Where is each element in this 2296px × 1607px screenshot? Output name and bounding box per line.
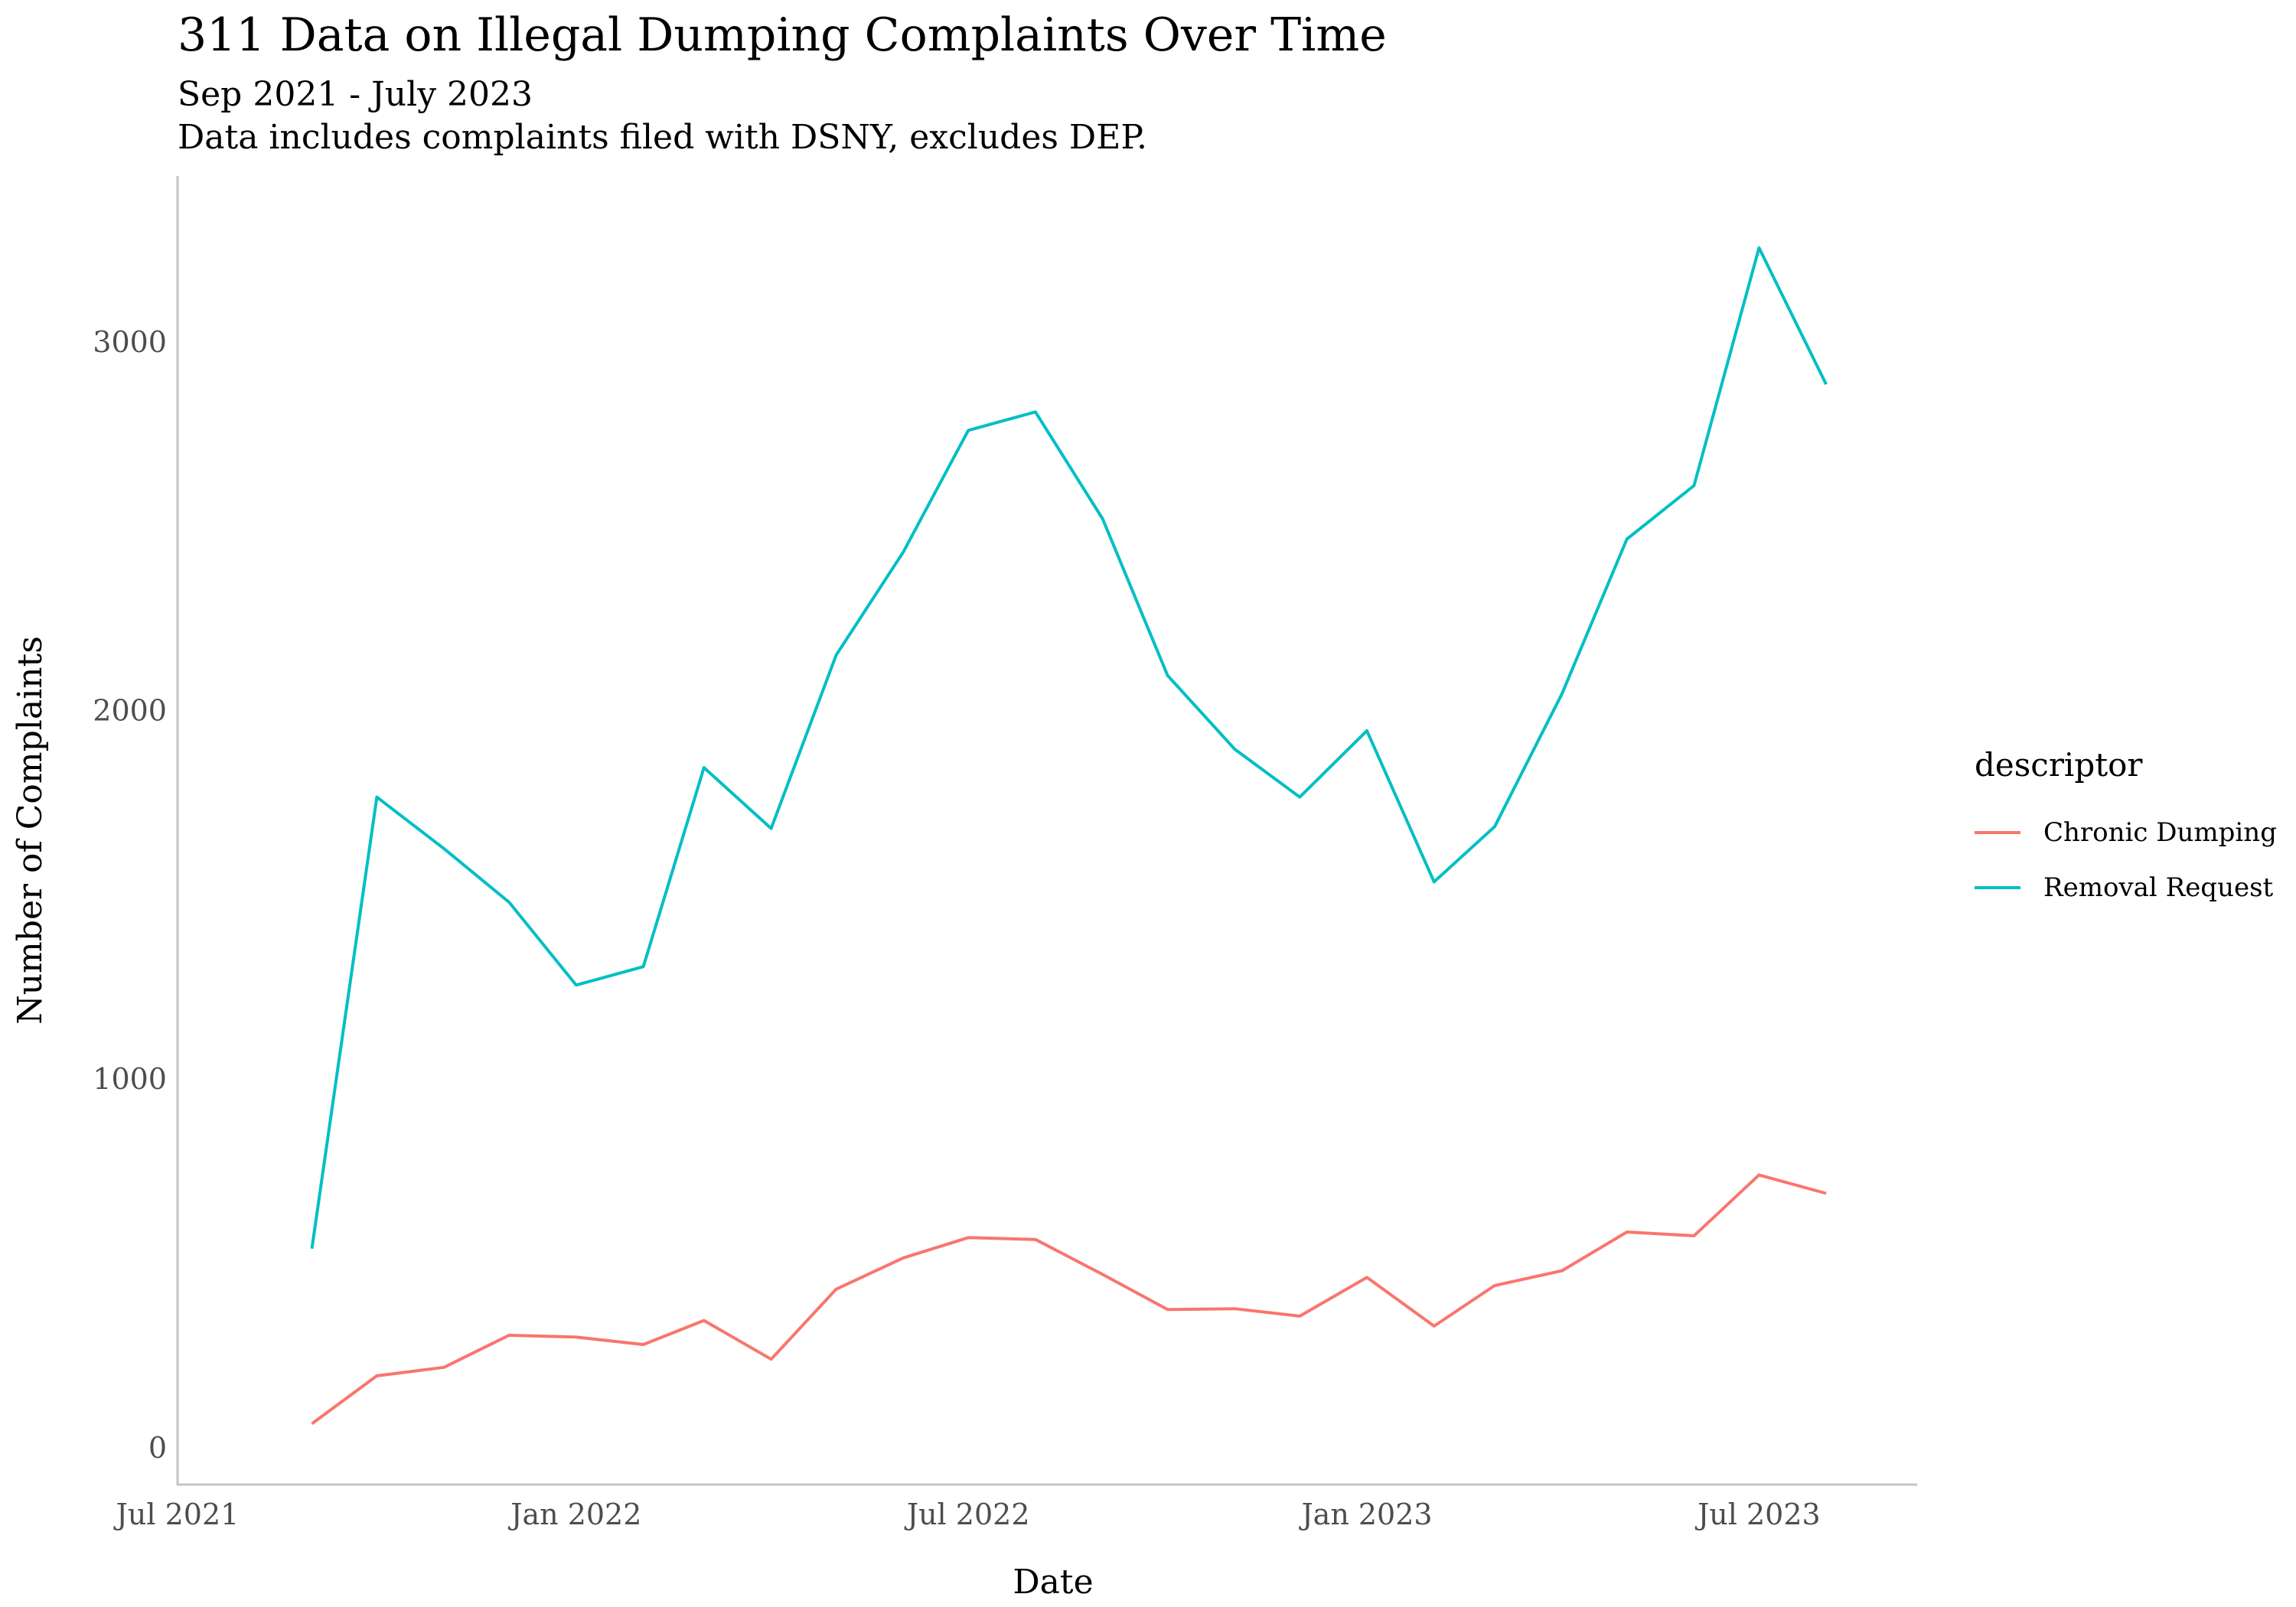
x-tick-label: Jan 2023 xyxy=(1298,1498,1432,1531)
legend-label-removal-request: Removal Request xyxy=(2043,872,2274,903)
legend-swatch-removal-request xyxy=(1975,886,2020,889)
y-tick-label: 0 xyxy=(148,1431,167,1465)
x-tick-label: Jul 2022 xyxy=(904,1498,1030,1531)
x-tick-label: Jan 2022 xyxy=(507,1498,641,1531)
series-line-removal-request xyxy=(310,246,1828,1249)
series-line-chronic-dumping xyxy=(311,1173,1827,1426)
y-tick-label: 3000 xyxy=(93,325,167,359)
chart-subtitle: Sep 2021 - July 2023 xyxy=(178,75,533,114)
legend-item-removal-request: Removal Request xyxy=(1975,860,2277,915)
y-tick-label: 2000 xyxy=(93,693,167,727)
y-tick-label: 1000 xyxy=(93,1062,167,1096)
legend-label-chronic-dumping: Chronic Dumping xyxy=(2043,817,2277,848)
chart-title: 311 Data on Illegal Dumping Complaints O… xyxy=(178,8,1387,62)
legend: descriptor Chronic Dumping Removal Reque… xyxy=(1975,742,2277,915)
x-axis-title: Date xyxy=(1013,1563,1093,1602)
legend-swatch-chronic-dumping xyxy=(1975,831,2020,834)
chart-subtitle-note: Data includes complaints filed with DSNY… xyxy=(178,118,1147,157)
x-tick-label: Jul 2021 xyxy=(113,1498,240,1531)
plot-area: 0 1000 2000 3000 Jul 2021 Jan 2022 Jul 2022 Jan… xyxy=(93,176,1917,1531)
legend-title: descriptor xyxy=(1975,746,2143,784)
y-axis-title: Number of Complaints xyxy=(11,636,50,1025)
x-tick-label: Jul 2023 xyxy=(1694,1498,1821,1531)
legend-item-chronic-dumping: Chronic Dumping xyxy=(1975,805,2277,860)
